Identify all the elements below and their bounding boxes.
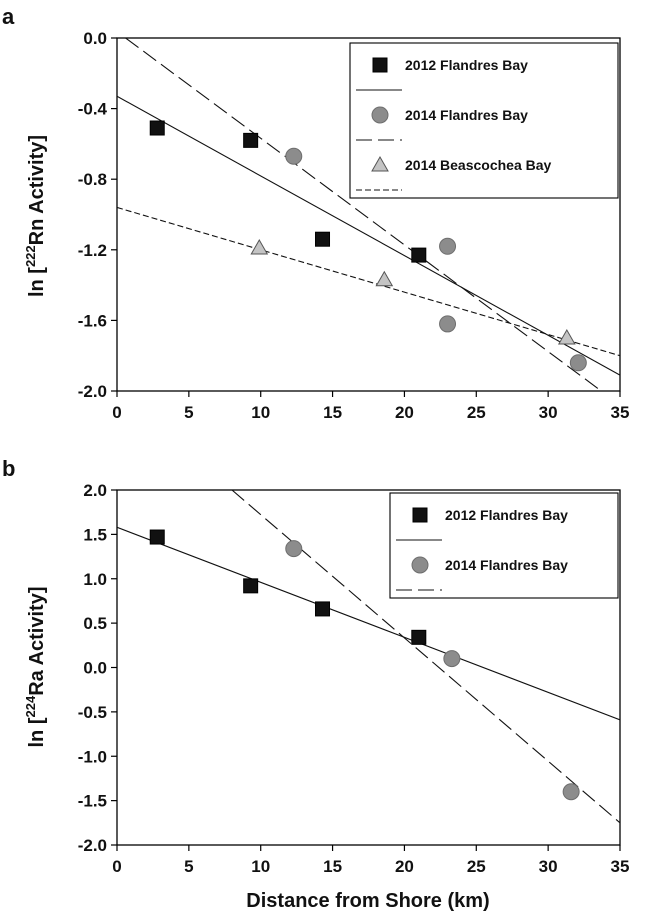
- legend-label: 2014 Beascochea Bay: [405, 157, 552, 173]
- y-tick-label: -0.5: [78, 703, 107, 722]
- data-point: [375, 270, 394, 287]
- data-point: [562, 783, 580, 801]
- data-point: [439, 237, 457, 255]
- y-tick-label: -2.0: [78, 836, 107, 855]
- fit-line: [231, 490, 620, 824]
- fit-line: [117, 526, 620, 721]
- x-axis-title: Distance from Shore (km): [246, 890, 489, 912]
- legend-marker: [371, 106, 389, 124]
- data-point: [250, 239, 269, 255]
- legend-marker: [411, 556, 429, 574]
- plot-frame: [116, 37, 621, 392]
- panel-label-a: a: [2, 4, 15, 29]
- y-tick-label: -0.8: [78, 170, 107, 189]
- data-point: [285, 540, 303, 558]
- legend-box: [349, 42, 619, 199]
- legend-label: 2012 Flandres Bay: [445, 507, 568, 523]
- data-point: [149, 529, 165, 545]
- panel-a-axes: 0 5 10 15 20 25 30 35 -2.0 -1.6 -1.2 -0.8 -0.4 0.0: [78, 29, 630, 422]
- y-tick-label: 0.5: [83, 614, 107, 633]
- panel-a: a 0 5 10 15 20 25 30 35-2.0-1.6-1.2-0.8-0.40.0 …: [2, 4, 629, 422]
- panel-a-fit-lines: [117, 38, 620, 391]
- fit-line: [125, 38, 602, 391]
- data-point: [411, 629, 427, 645]
- data-point: [149, 120, 165, 136]
- x-tick-label: 5: [184, 403, 193, 422]
- x-tick-label: 15: [323, 857, 342, 876]
- y-tick-label: -2.0: [78, 382, 107, 401]
- x-tick-label: 25: [467, 403, 486, 422]
- x-tick-label: 0: [112, 857, 121, 876]
- panel-b-ylabel: ln [224Ra Activity]: [23, 587, 48, 748]
- legend-marker: [371, 155, 389, 172]
- x-tick-label: 0: [112, 403, 121, 422]
- data-point: [315, 231, 331, 247]
- panel-a-ylabel-prefix: ln [: [26, 267, 48, 297]
- legend-marker: [372, 57, 388, 73]
- data-point: [243, 578, 259, 594]
- x-tick-label: 10: [251, 403, 270, 422]
- panel-label-b: b: [2, 456, 15, 481]
- x-tick-label: 20: [395, 857, 414, 876]
- data-point: [243, 132, 259, 148]
- panel-b-axes: 0 5 10 15 20 25 30 35 -2.0 -1.5 -1.0 -0.5 0.0 0.5 1.0 1…: [78, 481, 630, 876]
- x-tick-label: 15: [323, 403, 342, 422]
- x-tick-label: 30: [539, 857, 558, 876]
- legend-label: 2014 Flandres Bay: [445, 557, 568, 573]
- y-tick-label: 2.0: [83, 481, 107, 500]
- panel-a-ylabel-sup: 222: [23, 245, 38, 267]
- panel-a-data-points: [149, 120, 587, 372]
- fit-line: [117, 95, 620, 376]
- panel-b: b 0 5 10 15 20 25 30 35 -2.0 -1.5 -1.0 -0.5 0.0 0.5 1.…: [2, 456, 629, 876]
- legend-label: 2014 Flandres Bay: [405, 107, 528, 123]
- x-tick-label: 25: [467, 857, 486, 876]
- x-tick-label: 30: [539, 403, 558, 422]
- x-tick-label: 5: [184, 857, 193, 876]
- panel-b-fit-lines: [117, 490, 620, 824]
- panel-a-ylabel: ln [222Rn Activity]: [23, 135, 48, 297]
- data-point: [411, 247, 427, 263]
- panel-b-ylabel-prefix: ln [: [26, 717, 48, 747]
- x-tick-label: 20: [395, 403, 414, 422]
- panel-a-legend: 2012 Flandres Bay 2014 Flandres Bay 2014 B…: [349, 42, 619, 199]
- y-tick-label: 1.0: [83, 570, 107, 589]
- y-tick-label: 1.5: [83, 525, 107, 544]
- fit-line: [117, 206, 620, 357]
- panel-b-ylabel-suffix: Ra Activity]: [26, 587, 48, 696]
- y-tick-label: -1.5: [78, 792, 107, 811]
- y-tick-label: -1.6: [78, 311, 107, 330]
- panel-b-legend: 2012 Flandres Bay 2014 Flandres Bay: [389, 492, 619, 599]
- y-tick-label: -1.2: [78, 241, 107, 260]
- x-tick-label: 35: [611, 403, 630, 422]
- data-point: [443, 650, 461, 668]
- y-tick-label: -1.0: [78, 747, 107, 766]
- panel-b-ylabel-sup: 224: [23, 695, 38, 717]
- panel-b-data-points: [149, 529, 580, 801]
- data-point: [557, 329, 576, 345]
- x-tick-label: 10: [251, 857, 270, 876]
- legend-label: 2012 Flandres Bay: [405, 57, 528, 73]
- y-tick-label: 0.0: [83, 29, 107, 48]
- panel-a-ylabel-suffix: Rn Activity]: [26, 135, 48, 245]
- data-point: [439, 315, 457, 333]
- data-point: [569, 354, 587, 372]
- data-point: [285, 147, 303, 165]
- legend-marker: [412, 507, 428, 523]
- y-tick-label: 0.0: [83, 659, 107, 678]
- x-tick-label: 35: [611, 857, 630, 876]
- y-tick-label: -0.4: [78, 100, 108, 119]
- legend-box: [389, 492, 619, 599]
- data-point: [315, 601, 331, 617]
